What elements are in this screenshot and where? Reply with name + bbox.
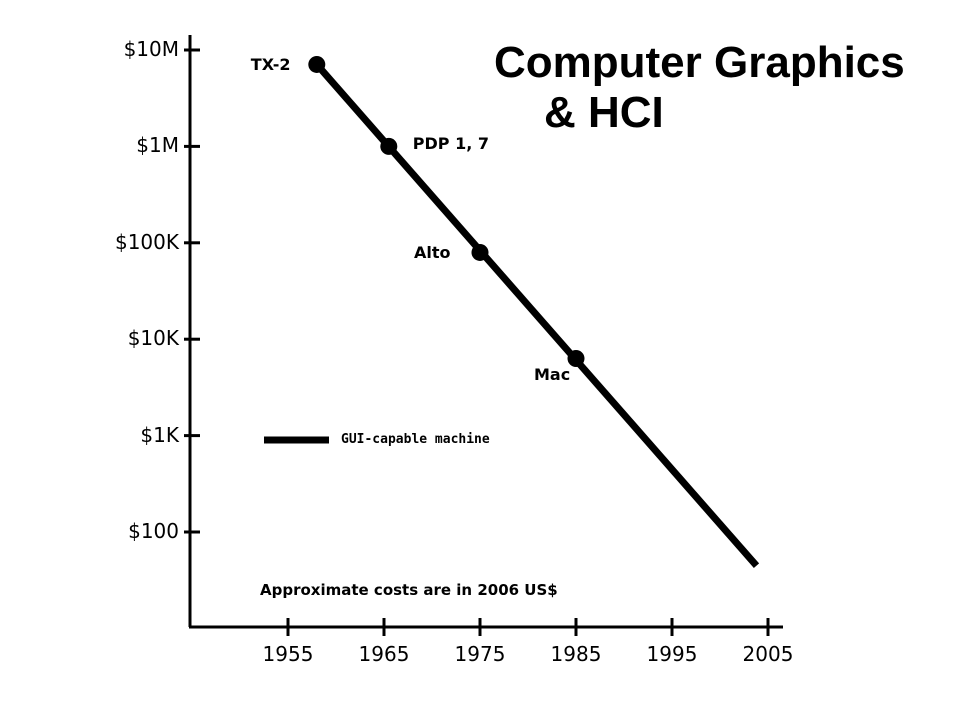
series-line bbox=[314, 62, 760, 569]
x-tick-label: 1965 bbox=[358, 642, 410, 666]
data-point bbox=[567, 349, 585, 367]
chart-title: Computer Graphics & HCI bbox=[494, 38, 905, 138]
y-tick-label: $1K bbox=[140, 422, 179, 447]
data-point bbox=[308, 55, 326, 73]
y-tick-label: $1M bbox=[136, 133, 179, 158]
legend-label: GUI-capable machine bbox=[341, 432, 490, 447]
cost-note: Approximate costs are in 2006 US$ bbox=[260, 581, 558, 599]
chart-title-line-2: & HCI bbox=[544, 88, 664, 137]
data-point bbox=[471, 243, 489, 261]
data-point bbox=[380, 137, 398, 155]
y-tick-label: $10K bbox=[127, 326, 179, 351]
point-label: Alto bbox=[414, 243, 451, 263]
x-tick-label: 1985 bbox=[550, 642, 602, 666]
x-tick-label: 1995 bbox=[646, 642, 698, 666]
x-tick-label: 2005 bbox=[742, 642, 794, 666]
y-tick-label: $10M bbox=[123, 37, 179, 61]
point-label: TX-2 bbox=[250, 55, 291, 75]
y-tick-label: $100 bbox=[128, 519, 179, 543]
point-label: Mac bbox=[534, 365, 571, 385]
point-label: PDP 1, 7 bbox=[412, 134, 490, 154]
x-tick-label: 1975 bbox=[454, 642, 506, 666]
chart-title-line-1: Computer Graphics bbox=[494, 38, 905, 87]
x-tick-label: 1955 bbox=[262, 642, 314, 666]
y-tick-label: $100K bbox=[114, 229, 179, 254]
